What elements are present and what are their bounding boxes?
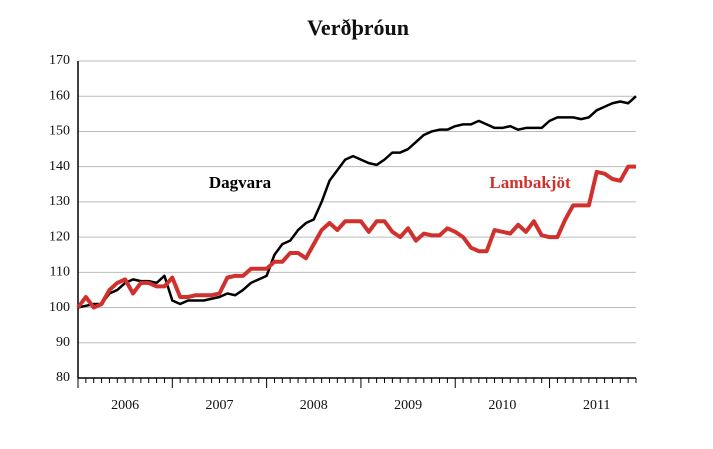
series-label: Dagvara [209, 173, 272, 192]
line [76, 164, 636, 310]
x-tick-label: 2008 [300, 398, 328, 413]
y-tick-label: 130 [49, 194, 70, 209]
x-tick-label: 2011 [583, 398, 610, 413]
y-tick-label: 150 [49, 124, 70, 139]
x-tick-label: 2010 [488, 398, 516, 413]
x-tick-label: 2009 [394, 398, 422, 413]
y-tick-label: 140 [49, 159, 70, 174]
y-tick-label: 110 [50, 265, 70, 280]
series-label: Lambakjöt [489, 173, 571, 192]
line [77, 95, 637, 309]
y-tick-label: 170 [49, 53, 70, 68]
y-tick-label: 120 [49, 229, 70, 244]
y-tick-label: 100 [49, 300, 70, 315]
y-tick-label: 160 [49, 88, 70, 103]
y-tick-label: 80 [56, 370, 70, 385]
x-tick-label: 2007 [205, 398, 233, 413]
chart-title: Verðþróun [307, 15, 409, 40]
y-tick-label: 90 [56, 335, 70, 350]
x-tick-label: 2006 [111, 398, 139, 413]
